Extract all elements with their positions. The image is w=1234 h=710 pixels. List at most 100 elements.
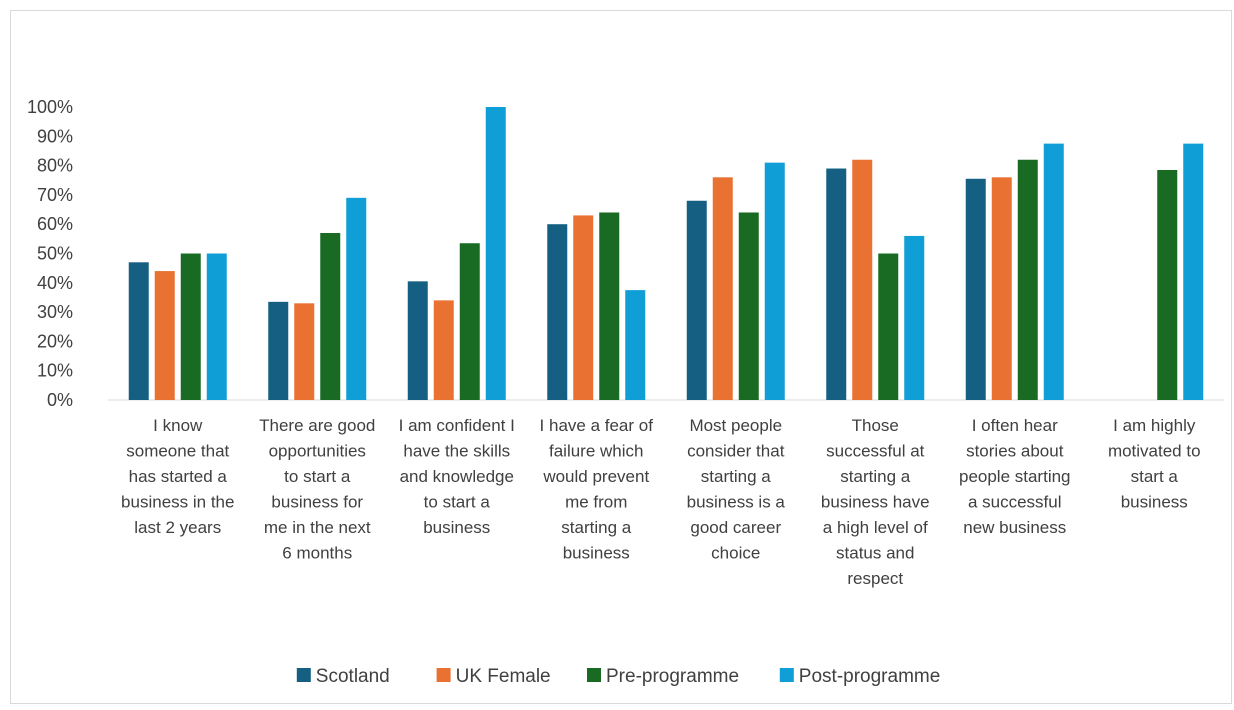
category-label-line: consider that	[687, 442, 785, 461]
legend-swatch	[779, 668, 794, 682]
y-tick-label: 50%	[37, 244, 73, 264]
category-label-line: to start a	[284, 467, 351, 486]
bar-uk-female	[991, 177, 1012, 400]
category-label-line: I am highly	[1113, 416, 1196, 435]
category-label-line: business	[1121, 493, 1188, 512]
category-label-line: failure which	[549, 442, 644, 461]
category-label-line: people starting	[959, 467, 1071, 486]
category-label-line: Those	[852, 416, 899, 435]
bar-post-programme	[346, 197, 367, 400]
y-tick-label: 30%	[37, 302, 73, 322]
category-label: Most people consider that starting a busine…	[687, 416, 786, 563]
bar-post-programme	[764, 162, 785, 400]
bar-scotland	[128, 262, 149, 400]
y-tick-label: 0%	[47, 390, 73, 410]
bar-pre-programme	[180, 253, 201, 400]
y-tick-label: 70%	[37, 185, 73, 205]
legend-label: UK Female	[456, 666, 551, 687]
category-label: Those successful at starting a business hav…	[821, 416, 930, 588]
category-label-line: have the skills	[403, 442, 510, 461]
category-label-line: starting a	[561, 518, 631, 537]
bar-scotland	[268, 301, 289, 400]
category-label-line: I am confident I	[399, 416, 515, 435]
legend-swatch	[436, 668, 451, 682]
legend-item: Scotland	[296, 666, 390, 687]
bar-pre-programme	[1017, 159, 1038, 400]
category-label-line: choice	[711, 544, 760, 563]
category-label-line: I know	[153, 416, 203, 435]
category-label-line: and knowledge	[400, 467, 514, 486]
bar-uk-female	[852, 159, 873, 400]
category-label-line: stories about	[966, 442, 1064, 461]
category-label-line: 6 months	[282, 544, 352, 563]
bar-post-programme	[904, 235, 925, 400]
legend-item: Post-programme	[779, 666, 940, 687]
bar-scotland	[686, 200, 707, 400]
legend-label: Pre-programme	[606, 666, 739, 687]
category-label-line: respect	[847, 569, 903, 588]
category-label: I am highly motivated to start a business	[1108, 416, 1201, 512]
bar-scotland	[407, 281, 428, 400]
category-label: I know someone that has started a business …	[121, 416, 234, 537]
category-label-line: would prevent	[542, 467, 649, 486]
bar-scotland	[547, 224, 568, 400]
bar-pre-programme	[738, 212, 759, 400]
category-label-line: start a	[1131, 467, 1179, 486]
y-tick-label: 100%	[27, 97, 73, 117]
category-label-line: status and	[836, 544, 914, 563]
y-tick-label: 40%	[37, 273, 73, 293]
bar-chart: 0% 10% 20% 30% 40% 50% 60% 70% 80% 90% 100% I know…	[27, 97, 1224, 687]
category-label-line: opportunities	[269, 442, 366, 461]
bar-uk-female	[433, 300, 454, 400]
category-label-line: good career	[690, 518, 781, 537]
y-tick-label: 60%	[37, 214, 73, 234]
bar-scotland	[826, 168, 847, 400]
bar-uk-female	[573, 215, 594, 400]
category-label: I have a fear of failure which would preve…	[540, 416, 654, 563]
bars	[128, 107, 1204, 400]
category-labels: I know someone that has started a business …	[121, 416, 1201, 588]
y-tick-label: 10%	[37, 361, 73, 381]
category-label: I often hear stories about people starting…	[959, 416, 1071, 537]
category-label-line: has started a	[129, 467, 228, 486]
category-label-line: successful at	[826, 442, 925, 461]
legend-item: UK Female	[436, 666, 551, 687]
legend-swatch	[296, 668, 311, 682]
category-label-line: to start a	[424, 493, 491, 512]
category-label-line: business for	[271, 493, 363, 512]
category-label-line: Most people	[689, 416, 782, 435]
bar-pre-programme	[878, 253, 899, 400]
bar-scotland	[965, 178, 986, 400]
bar-pre-programme	[599, 212, 620, 400]
category-label: I am confident I have the skills and knowl…	[399, 416, 515, 537]
category-label-line: business	[563, 544, 630, 563]
legend-swatch	[587, 668, 601, 682]
category-label-line: motivated to	[1108, 442, 1201, 461]
bar-uk-female	[154, 271, 175, 400]
category-label-line: someone that	[126, 442, 229, 461]
bar-uk-female	[294, 303, 315, 400]
bar-post-programme	[206, 253, 227, 400]
bar-pre-programme	[459, 243, 480, 400]
category-label-line: last 2 years	[134, 518, 221, 537]
legend-label: Scotland	[316, 666, 390, 687]
category-label-line: starting a	[701, 467, 771, 486]
category-label-line: a high level of	[823, 518, 928, 537]
bar-post-programme	[1183, 143, 1204, 400]
category-label-line: starting a	[840, 467, 910, 486]
y-axis-tick-labels: 0% 10% 20% 30% 40% 50% 60% 70% 80% 90% 100%	[27, 97, 73, 410]
y-tick-label: 20%	[37, 331, 73, 351]
category-label-line: There are good	[259, 416, 375, 435]
bar-uk-female	[712, 177, 733, 400]
category-label-line: me in the next	[264, 518, 371, 537]
category-label-line: me from	[565, 493, 627, 512]
bar-post-programme	[1043, 143, 1064, 400]
chart-frame: 0% 10% 20% 30% 40% 50% 60% 70% 80% 90% 100% I know…	[10, 10, 1232, 704]
category-label: There are good opportunities to start a bus…	[259, 416, 375, 563]
category-label-line: a successful	[968, 493, 1062, 512]
bar-post-programme	[485, 107, 506, 400]
bar-post-programme	[625, 290, 646, 400]
category-label-line: I have a fear of	[540, 416, 654, 435]
legend: Scotland UK Female Pre-programme Post-progr…	[296, 666, 940, 687]
category-label-line: business	[423, 518, 490, 537]
